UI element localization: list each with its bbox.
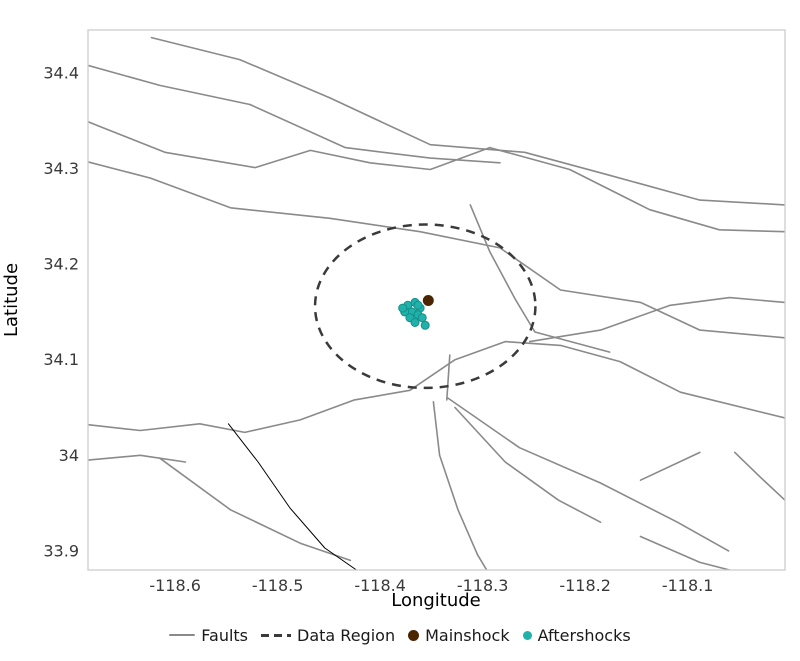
svg-text:-118.4: -118.4 (354, 576, 406, 595)
legend-label-data-region: Data Region (297, 625, 396, 645)
legend-item-data-region: Data Region (261, 626, 395, 645)
svg-text:34.2: 34.2 (43, 255, 79, 274)
legend-label-faults: Faults (201, 625, 249, 645)
svg-text:34: 34 (59, 446, 79, 465)
aftershocks-dot-marker (522, 630, 532, 640)
plot-background (88, 30, 785, 570)
svg-text:34.1: 34.1 (43, 350, 79, 369)
plot-border (87, 29, 786, 571)
svg-text:34.3: 34.3 (43, 159, 79, 178)
legend-label-aftershocks: Aftershocks (537, 625, 631, 645)
svg-text:-118.3: -118.3 (457, 576, 509, 595)
faults-line-marker (169, 633, 196, 637)
chart-svg: -118.6 -118.5 -118.4 -118.3 -118.2 -118.1 33.… (1, 29, 786, 611)
svg-text:34.4: 34.4 (43, 64, 79, 83)
data-region-dashed-marker (261, 633, 292, 637)
legend-label-mainshock: Mainshock (425, 625, 510, 645)
mainshock-layer (422, 294, 434, 306)
legend-item-aftershocks: Aftershocks (522, 625, 631, 645)
mainshock-dot-marker (408, 629, 420, 641)
svg-text:-118.6: -118.6 (149, 576, 201, 595)
legend-item-mainshock: Mainshock (408, 626, 510, 645)
svg-text:33.9: 33.9 (43, 541, 79, 560)
x-axis-label: Longitude (391, 590, 481, 611)
y-axis-label: Latitude (1, 263, 22, 337)
svg-text:-118.5: -118.5 (252, 576, 304, 595)
data-region-layer (313, 223, 537, 390)
legend-item-faults: Faults (169, 626, 248, 645)
svg-text:-118.1: -118.1 (662, 576, 714, 595)
aftershocks-layer (398, 297, 430, 330)
x-tick-labels: -118.6 -118.5 -118.4 -118.3 -118.2 -118.1 (149, 576, 713, 595)
svg-text:-118.2: -118.2 (559, 576, 611, 595)
legend: Faults Data Region Mainshock Aftershocks (0, 612, 800, 658)
y-tick-labels: 33.9 34 34.1 34.2 34.3 34.4 (43, 64, 79, 561)
